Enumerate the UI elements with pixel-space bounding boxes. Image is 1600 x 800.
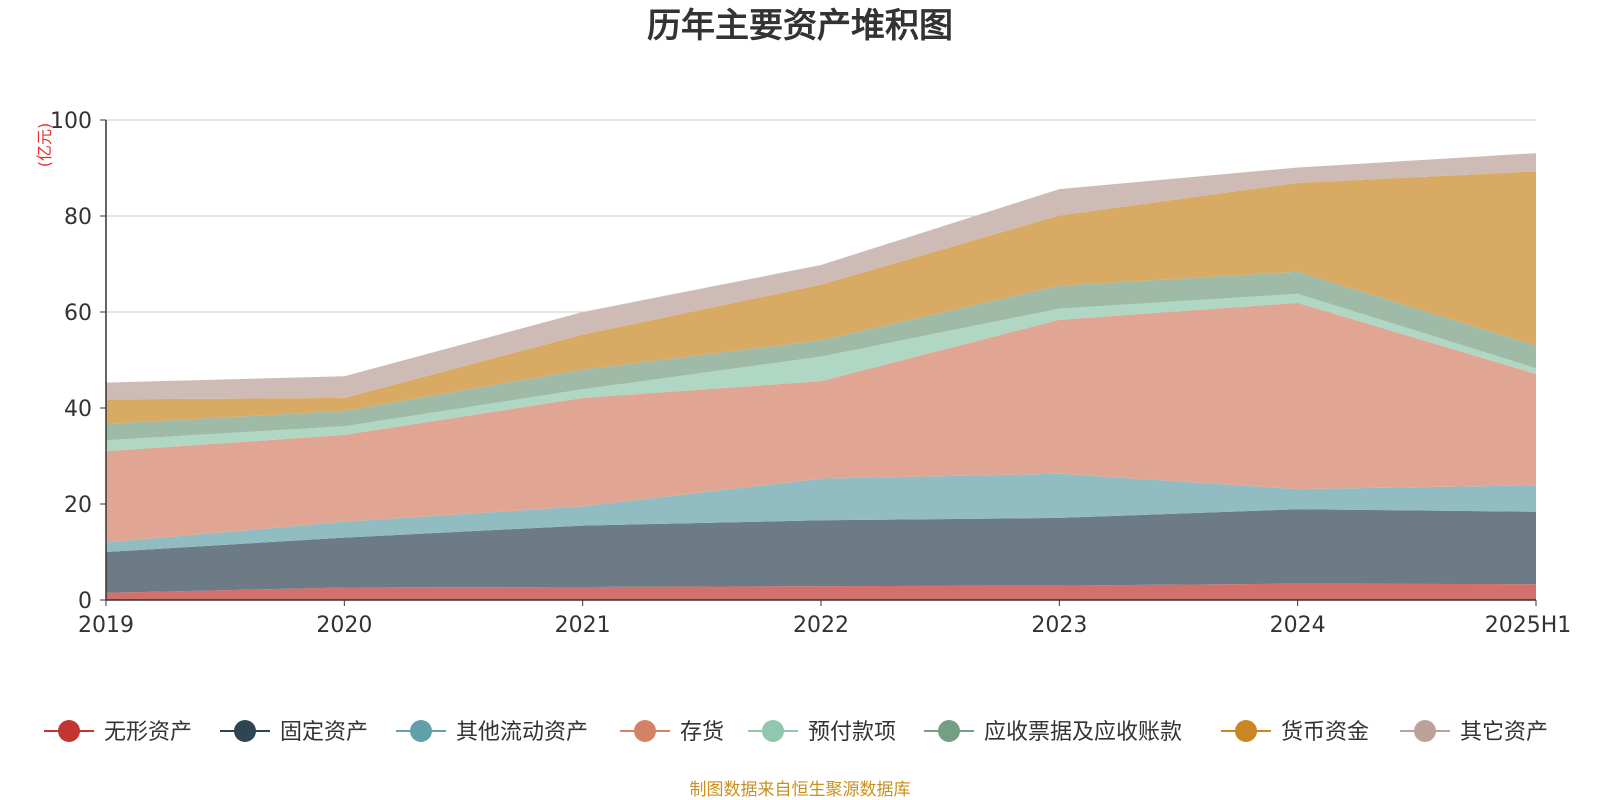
legend-marker — [938, 720, 960, 742]
chart-title: 历年主要资产堆积图 — [647, 6, 953, 46]
legend-item-2[interactable]: 固定资产 — [220, 720, 368, 745]
legend-label: 预付款项 — [808, 720, 896, 745]
legend-marker — [1414, 720, 1436, 742]
legend-label: 其它资产 — [1460, 720, 1548, 745]
legend-marker — [410, 720, 432, 742]
y-tick-label: 60 — [64, 301, 92, 326]
legend-label: 货币资金 — [1281, 720, 1369, 745]
legend-item-1[interactable]: 无形资产 — [44, 720, 192, 745]
y-tick-label: 80 — [64, 205, 92, 230]
legend-item-8[interactable]: 其它资产 — [1400, 720, 1548, 745]
area-series-7 — [106, 171, 1536, 424]
legend[interactable]: 无形资产 固定资产 其他流动资产 存货 预付款项 应收票据及应收账款 货币资金 其它资产 — [44, 720, 1548, 745]
y-tick-label: 20 — [64, 493, 92, 518]
legend-marker — [1235, 720, 1257, 742]
area-series-2 — [106, 509, 1536, 593]
area-series-3 — [106, 473, 1536, 552]
legend-label: 应收票据及应收账款 — [984, 720, 1182, 745]
legend-label: 固定资产 — [280, 720, 368, 745]
legend-marker — [634, 720, 656, 742]
x-tick-label: 2025H1 — [1485, 613, 1572, 638]
legend-label: 无形资产 — [104, 720, 192, 745]
x-tick-label: 2022 — [793, 613, 849, 638]
area-series-5 — [106, 293, 1536, 452]
y-tick-label: 100 — [50, 109, 92, 134]
area-series — [106, 153, 1536, 600]
legend-marker — [58, 720, 80, 742]
x-tick-label: 2021 — [555, 613, 611, 638]
legend-marker — [762, 720, 784, 742]
data-source-note: 制图数据来自恒生聚源数据库 — [690, 780, 911, 800]
axes: 0 20 40 60 80 100 2019 2020 2021 2022 2023 2024 2025… — [50, 109, 1571, 638]
legend-item-4[interactable]: 存货 — [620, 720, 724, 745]
legend-label: 存货 — [680, 720, 724, 745]
legend-item-3[interactable]: 其他流动资产 — [396, 720, 588, 745]
area-series-8 — [106, 153, 1536, 400]
area-series-6 — [106, 271, 1536, 441]
x-tick-label: 2019 — [78, 613, 134, 638]
legend-marker — [234, 720, 256, 742]
legend-item-5[interactable]: 预付款项 — [748, 720, 896, 745]
y-tick-label: 0 — [78, 589, 92, 614]
legend-label: 其他流动资产 — [456, 720, 588, 745]
x-tick-label: 2024 — [1270, 613, 1326, 638]
y-tick-label: 40 — [64, 397, 92, 422]
legend-item-6[interactable]: 应收票据及应收账款 — [924, 720, 1182, 745]
x-tick-label: 2020 — [316, 613, 372, 638]
x-tick-label: 2023 — [1031, 613, 1087, 638]
y-axis-unit: (亿元) — [35, 123, 54, 168]
area-series-1 — [106, 583, 1536, 600]
area-series-4 — [106, 302, 1536, 543]
legend-item-7[interactable]: 货币资金 — [1221, 720, 1369, 745]
